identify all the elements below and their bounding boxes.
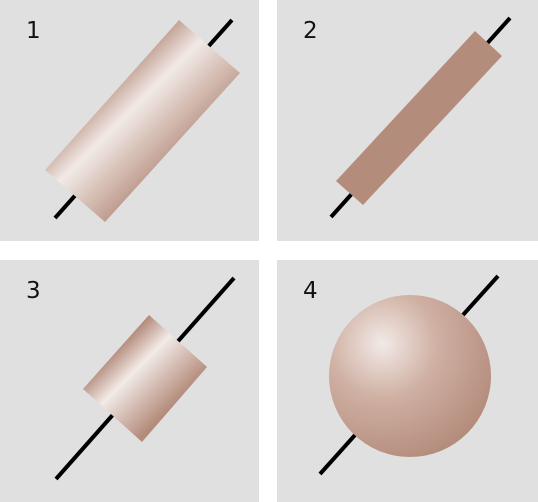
short-cylinder-illustration (54, 276, 236, 481)
cylinder-body (45, 20, 240, 222)
panel-4: 4 (277, 260, 538, 502)
panel-label: 2 (303, 18, 318, 44)
cylinder-body (336, 31, 502, 205)
panel-3: 3 (0, 260, 259, 502)
thin-cylinder-illustration (329, 16, 512, 219)
cylinder-body (83, 315, 207, 442)
panel-2: 2 (277, 0, 538, 241)
panel-label: 4 (303, 278, 318, 304)
panel-1: 1 (0, 0, 259, 241)
panel-label: 1 (26, 18, 41, 44)
sphere-body (329, 295, 491, 457)
panel-label: 3 (26, 278, 41, 304)
wide-cylinder-illustration (45, 18, 240, 222)
sphere-illustration (318, 274, 500, 476)
